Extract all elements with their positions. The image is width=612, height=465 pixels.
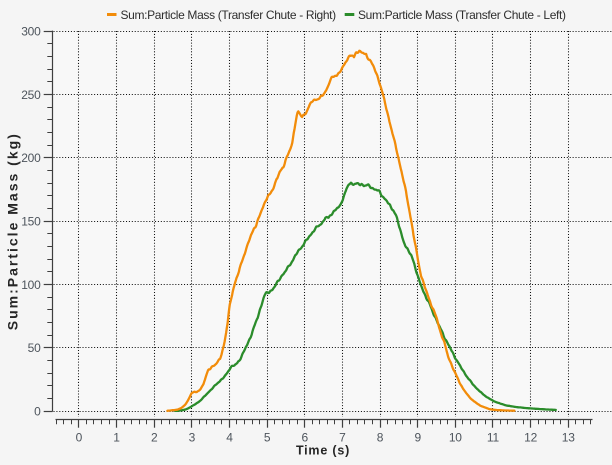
svg-text:0: 0: [34, 405, 41, 419]
svg-text:Sum:Particle Mass (kg): Sum:Particle Mass (kg): [5, 132, 21, 330]
svg-text:8: 8: [377, 430, 384, 444]
svg-text:11: 11: [487, 430, 500, 444]
svg-text:Time (s): Time (s): [296, 443, 350, 457]
svg-text:100: 100: [21, 278, 41, 292]
svg-text:9: 9: [414, 430, 421, 444]
svg-text:6: 6: [301, 430, 308, 444]
svg-text:Sum:Particle Mass (Transfer Ch: Sum:Particle Mass (Transfer Chute - Left…: [358, 8, 566, 22]
svg-text:150: 150: [21, 215, 41, 229]
svg-text:200: 200: [21, 151, 41, 165]
svg-text:2: 2: [151, 430, 158, 444]
svg-text:7: 7: [339, 430, 346, 444]
svg-text:4: 4: [226, 430, 233, 444]
svg-text:250: 250: [21, 88, 41, 102]
svg-text:13: 13: [562, 430, 575, 444]
svg-text:12: 12: [524, 430, 537, 444]
svg-text:3: 3: [189, 430, 196, 444]
svg-text:1: 1: [113, 430, 120, 444]
svg-text:300: 300: [21, 24, 41, 38]
svg-text:50: 50: [28, 341, 41, 355]
svg-text:5: 5: [264, 430, 271, 444]
svg-text:10: 10: [449, 430, 462, 444]
svg-text:Sum:Particle Mass (Transfer Ch: Sum:Particle Mass (Transfer Chute - Righ…: [121, 8, 337, 22]
svg-text:0: 0: [76, 430, 83, 444]
